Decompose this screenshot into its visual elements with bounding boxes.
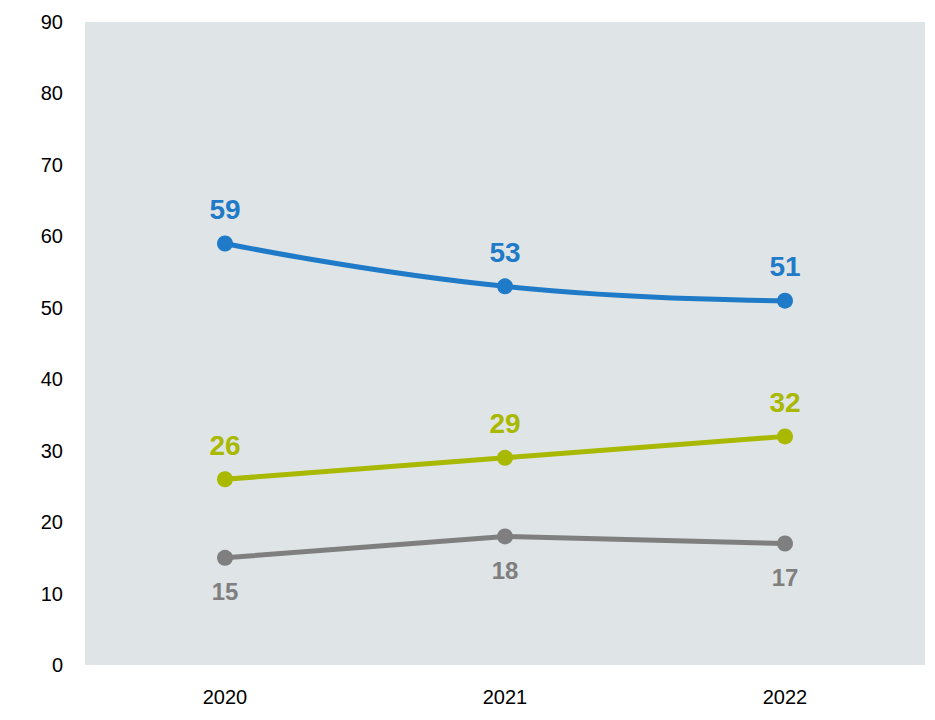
svg-text:50: 50 (41, 297, 63, 319)
svg-text:80: 80 (41, 82, 63, 104)
svg-text:53: 53 (489, 237, 520, 268)
svg-text:17: 17 (772, 564, 799, 591)
svg-text:2020: 2020 (203, 686, 248, 708)
svg-text:59: 59 (209, 194, 240, 225)
svg-text:18: 18 (492, 557, 519, 584)
svg-text:40: 40 (41, 368, 63, 390)
svg-text:70: 70 (41, 154, 63, 176)
svg-text:0: 0 (52, 654, 63, 676)
svg-text:29: 29 (489, 408, 520, 439)
svg-text:32: 32 (769, 387, 800, 418)
svg-text:30: 30 (41, 440, 63, 462)
svg-text:60: 60 (41, 225, 63, 247)
svg-text:20: 20 (41, 511, 63, 533)
svg-text:26: 26 (209, 430, 240, 461)
svg-text:15: 15 (212, 578, 239, 605)
svg-text:51: 51 (769, 251, 800, 282)
svg-text:2021: 2021 (483, 686, 528, 708)
svg-text:2022: 2022 (763, 686, 808, 708)
svg-text:90: 90 (41, 11, 63, 33)
svg-text:10: 10 (41, 583, 63, 605)
